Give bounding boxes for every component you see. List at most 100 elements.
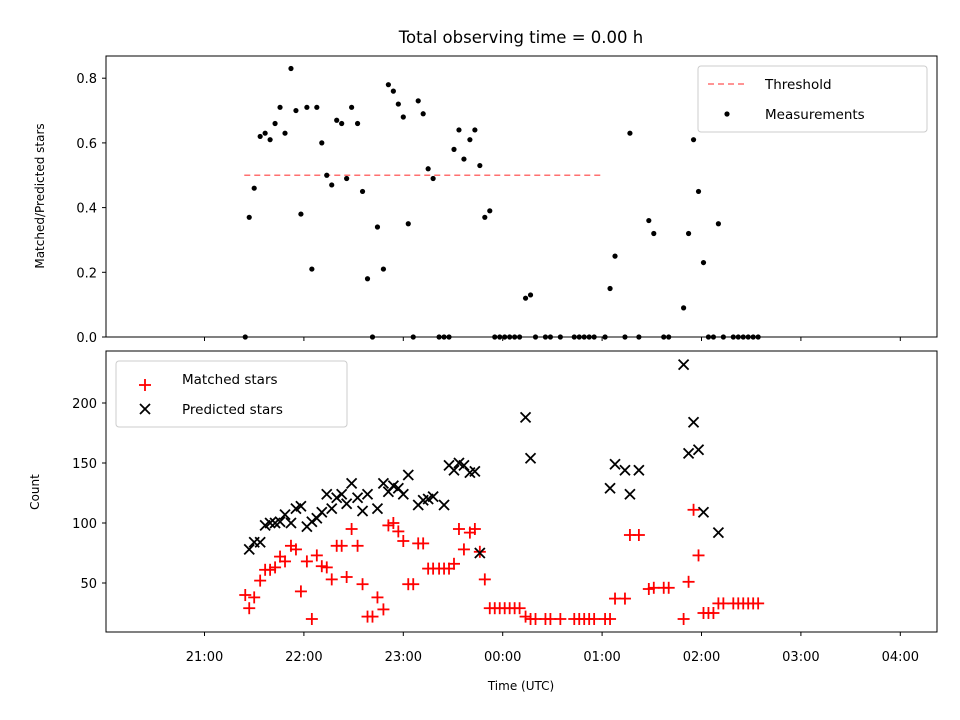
matched-star-point xyxy=(407,578,420,591)
matched-star-point xyxy=(687,503,700,516)
predicted-star-point xyxy=(316,506,328,518)
matched-star-point xyxy=(340,571,353,583)
predicted-star-point xyxy=(677,358,690,371)
measurement-point xyxy=(441,334,447,340)
measurement-point xyxy=(612,253,618,259)
measurement-point xyxy=(750,334,756,340)
predicted-star-point xyxy=(469,465,481,478)
measurement-point xyxy=(700,259,707,266)
measurement-point xyxy=(557,334,563,340)
predicted-star-point xyxy=(341,498,353,510)
matched-star-point xyxy=(452,523,465,535)
matched-star-point xyxy=(239,589,252,601)
measurement-point xyxy=(293,107,299,114)
measurement-point xyxy=(446,334,452,340)
x-tick-label: 04:00 xyxy=(882,650,919,665)
measurement-point xyxy=(661,334,667,340)
measurement-point xyxy=(467,137,473,143)
measurement-point xyxy=(571,334,577,340)
measurement-point xyxy=(646,217,652,224)
measurement-point xyxy=(430,175,436,182)
measurement-point xyxy=(359,188,366,195)
measurement-point xyxy=(576,334,582,340)
matched-star-point xyxy=(618,592,631,605)
measurement-point xyxy=(369,334,376,340)
measurement-point xyxy=(522,295,529,301)
matched-star-point xyxy=(478,573,491,586)
matched-star-point xyxy=(294,585,307,598)
bottom-y-tick-label: 50 xyxy=(80,577,97,592)
measurement-point xyxy=(288,65,294,72)
matched-star-point xyxy=(397,535,410,547)
measurement-point xyxy=(497,334,503,340)
predicted-star-point xyxy=(633,464,645,476)
measurement-point xyxy=(477,162,483,169)
legend-measurements-swatch xyxy=(724,111,730,117)
measurement-point xyxy=(282,130,288,136)
matched-star-point xyxy=(692,549,705,562)
measurement-point xyxy=(262,130,268,136)
measurement-point xyxy=(487,208,493,214)
measurement-point xyxy=(319,140,325,146)
predicted-star-point xyxy=(243,543,255,556)
measurement-point xyxy=(627,130,633,136)
top-axis-ticks: 0.0 0.2 0.4 0.6 0.8 xyxy=(76,72,901,346)
matched-star-point xyxy=(707,607,720,619)
x-tick-label: 01:00 xyxy=(583,650,620,665)
measurement-point xyxy=(502,334,508,340)
measurement-point xyxy=(267,137,273,143)
measurement-point xyxy=(400,114,406,120)
measurement-point xyxy=(257,133,263,140)
predicted-star-point xyxy=(609,458,621,470)
matched-star-point xyxy=(325,573,338,586)
chart-title: Total observing time = 0.00 h xyxy=(398,28,643,47)
measurement-point xyxy=(251,185,257,191)
measurement-point xyxy=(380,266,387,272)
measurement-point xyxy=(636,334,642,340)
top-y-tick-label: 0.2 xyxy=(76,266,97,281)
predicted-star-point xyxy=(524,452,537,464)
measurement-point xyxy=(715,221,721,227)
measurement-point xyxy=(456,127,462,133)
measurement-point xyxy=(374,224,381,230)
measurement-point xyxy=(309,266,315,272)
predicted-star-point xyxy=(326,502,338,515)
measurement-point xyxy=(755,334,761,340)
measurement-points xyxy=(242,65,761,340)
measurement-point xyxy=(512,334,518,340)
top-y-tick-label: 0.8 xyxy=(76,72,97,87)
measurement-point xyxy=(547,334,554,340)
matched-star-point xyxy=(588,613,601,625)
measurement-point xyxy=(690,137,697,143)
measurement-point xyxy=(272,120,278,127)
legend-matched-label: Matched stars xyxy=(182,372,278,388)
bottom-y-tick-label: 150 xyxy=(72,457,97,472)
measurement-point xyxy=(349,104,355,110)
measurement-point xyxy=(581,334,587,340)
measurement-point xyxy=(314,104,320,110)
measurement-point xyxy=(516,334,523,340)
measurement-point xyxy=(461,156,467,162)
matched-star-point xyxy=(392,525,405,538)
measurement-point xyxy=(385,82,391,88)
measurement-point xyxy=(482,214,488,220)
measurement-point xyxy=(410,334,416,340)
measurement-point xyxy=(354,120,361,127)
measurement-point xyxy=(395,101,401,107)
measurement-point xyxy=(685,230,692,237)
top-legend: Threshold Measurements xyxy=(697,65,928,133)
measurement-point xyxy=(602,334,608,340)
measurement-point xyxy=(344,175,350,182)
matched-star-point xyxy=(447,557,460,570)
measurement-point xyxy=(507,334,513,340)
matched-star-point xyxy=(519,610,532,623)
predicted-star-point xyxy=(712,526,725,539)
matched-star-point xyxy=(752,597,765,610)
measurement-point xyxy=(740,334,746,340)
predicted-star-point xyxy=(264,517,276,529)
matched-star-point xyxy=(310,549,323,562)
matched-star-point xyxy=(335,539,348,552)
legend-predicted-swatch xyxy=(139,403,151,415)
bottom-y-tick-label: 100 xyxy=(72,517,97,532)
predicted-star-point xyxy=(371,502,384,515)
